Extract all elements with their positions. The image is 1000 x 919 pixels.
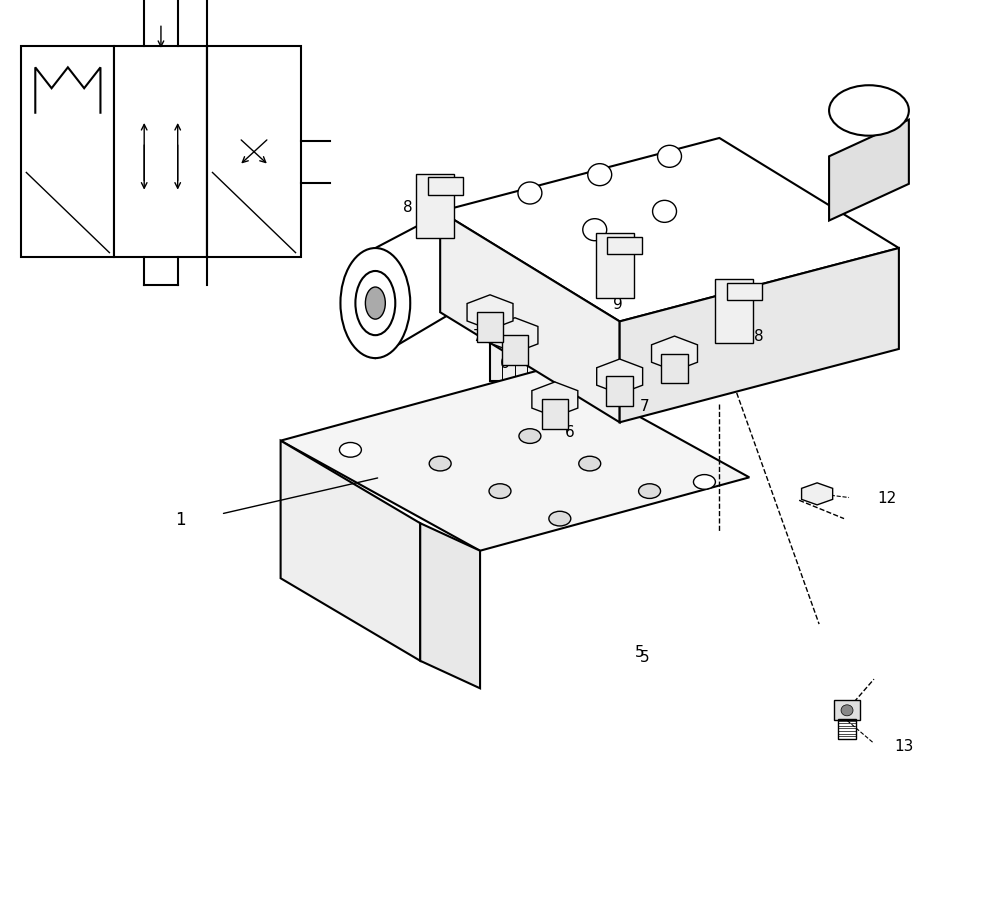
Bar [207, 47, 301, 258]
Text: 8: 8 [403, 200, 413, 215]
Ellipse shape [549, 512, 571, 527]
Text: 7: 7 [640, 399, 649, 414]
Polygon shape [620, 249, 899, 423]
Polygon shape [281, 441, 420, 661]
Circle shape [588, 165, 612, 187]
Ellipse shape [355, 272, 395, 335]
Polygon shape [829, 120, 909, 221]
Text: 7: 7 [473, 328, 483, 344]
Ellipse shape [489, 484, 511, 499]
Circle shape [653, 201, 677, 223]
Text: 8: 8 [754, 328, 764, 344]
Bar [834, 700, 860, 720]
Bar [661, 354, 688, 384]
Text: 13: 13 [894, 738, 913, 753]
Polygon shape [440, 139, 899, 322]
Text: 6: 6 [565, 425, 575, 439]
Bar [607, 238, 642, 255]
Bar [542, 400, 568, 430]
Ellipse shape [579, 457, 601, 471]
Polygon shape [652, 336, 697, 371]
Bar [114, 47, 207, 258]
Bar [838, 719, 856, 739]
Polygon shape [597, 359, 643, 394]
Bar [520, 267, 560, 290]
Ellipse shape [365, 288, 385, 320]
Bar [596, 234, 634, 299]
Bar [606, 377, 633, 407]
Ellipse shape [693, 475, 715, 490]
Polygon shape [440, 212, 620, 423]
Polygon shape [492, 318, 538, 353]
Bar [21, 47, 114, 258]
Text: 5: 5 [640, 649, 649, 664]
Bar [428, 178, 463, 196]
Text: 12: 12 [877, 491, 896, 505]
Polygon shape [802, 483, 833, 505]
Ellipse shape [340, 249, 410, 358]
Circle shape [583, 220, 607, 242]
Ellipse shape [829, 86, 909, 137]
Bar [502, 335, 528, 366]
Bar [727, 284, 762, 301]
Text: 1: 1 [176, 510, 186, 528]
Ellipse shape [519, 429, 541, 444]
Polygon shape [467, 296, 513, 330]
Text: 6: 6 [500, 356, 510, 370]
Circle shape [658, 146, 681, 168]
Bar [490, 290, 590, 381]
Bar [416, 175, 454, 239]
Text: 9: 9 [613, 296, 623, 312]
Bar [744, 224, 794, 244]
Circle shape [518, 183, 542, 205]
Ellipse shape [339, 443, 361, 458]
Polygon shape [420, 524, 480, 688]
Polygon shape [532, 382, 578, 417]
Bar [715, 280, 753, 344]
Bar [477, 312, 503, 343]
Text: 5: 5 [635, 644, 644, 660]
Ellipse shape [429, 457, 451, 471]
Ellipse shape [639, 484, 661, 499]
Polygon shape [281, 368, 749, 551]
Bar [719, 244, 819, 326]
Circle shape [841, 705, 853, 716]
